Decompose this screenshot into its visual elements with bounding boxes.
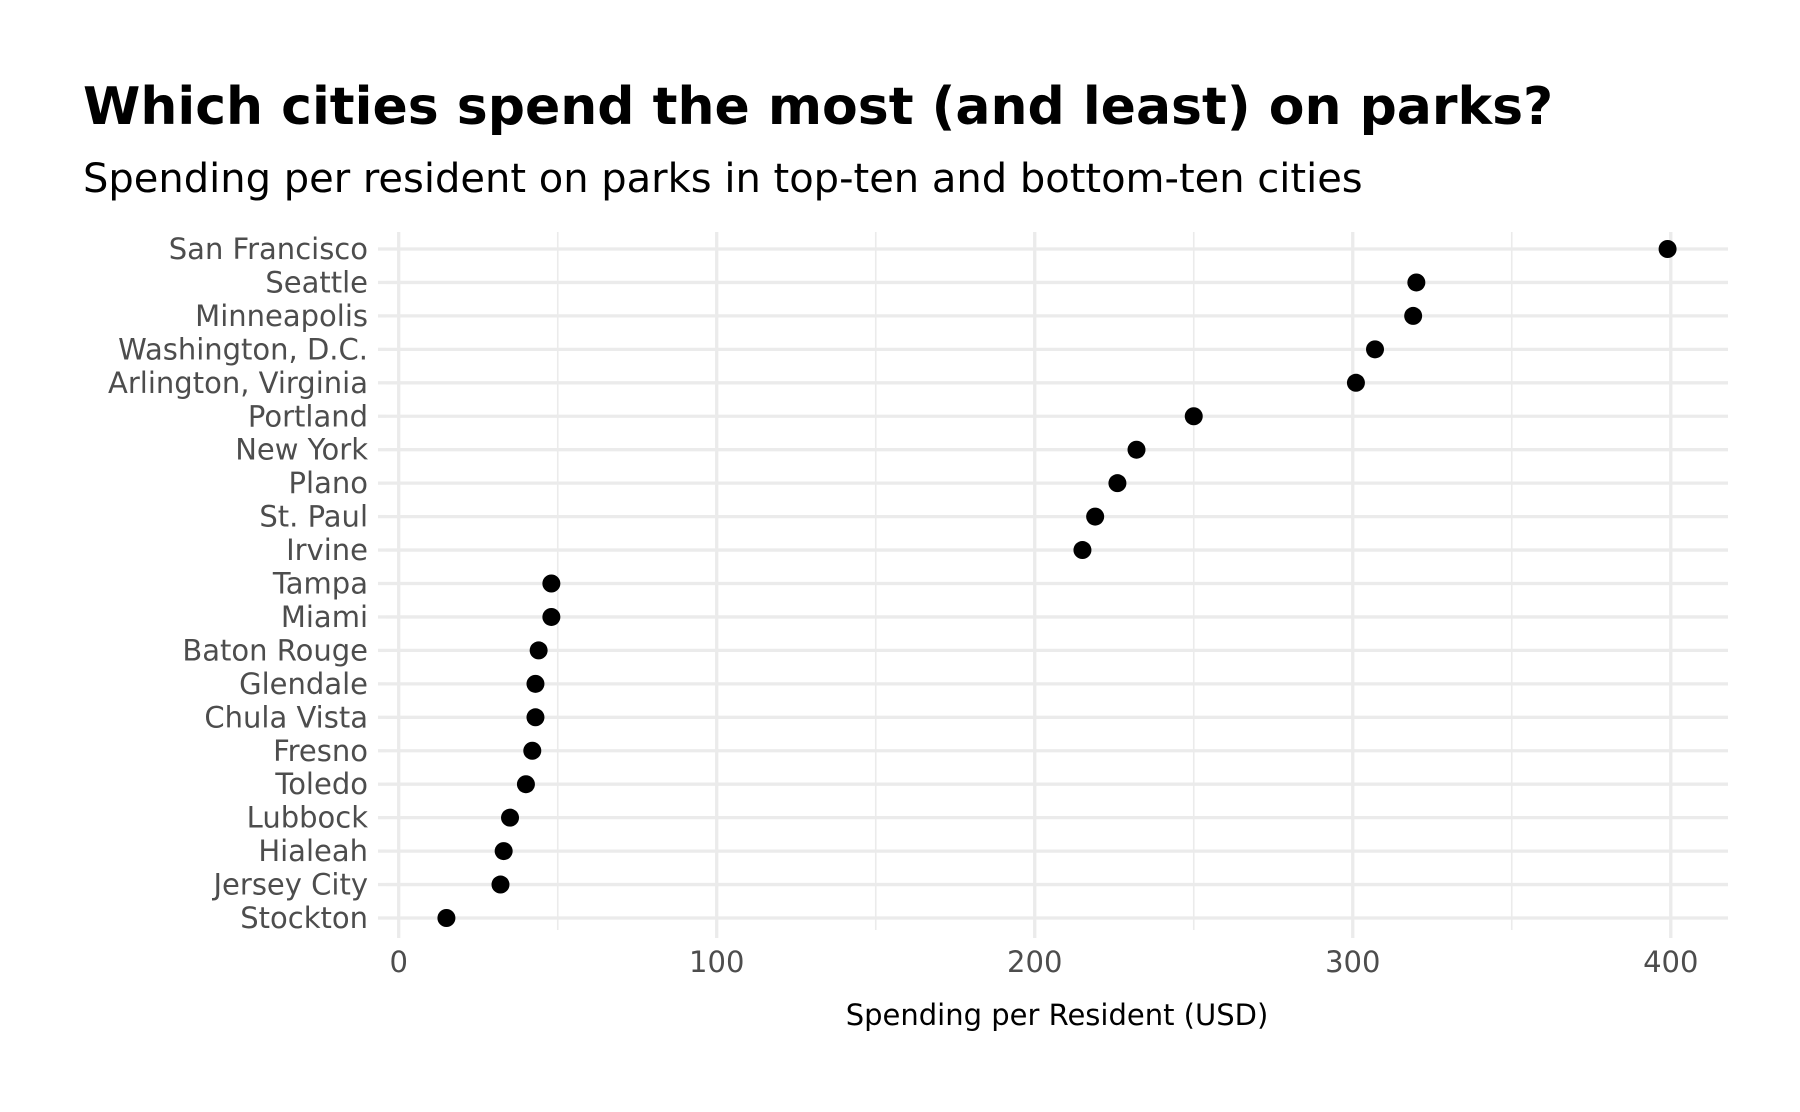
data-point	[526, 708, 545, 727]
y-category-label: Chula Vista	[204, 700, 368, 734]
y-category-label: Plano	[289, 466, 368, 500]
data-point	[1108, 474, 1127, 493]
data-point	[542, 574, 561, 593]
y-axis-category-labels: San FranciscoSeattleMinneapolisWashingto…	[108, 232, 368, 935]
y-category-label: Fresno	[273, 734, 368, 768]
y-category-label: Minneapolis	[195, 299, 368, 333]
y-category-label: Portland	[248, 399, 368, 433]
y-category-label: Toledo	[274, 767, 368, 801]
x-tick-label: 0	[389, 945, 407, 979]
y-category-label: Seattle	[265, 265, 368, 299]
chart-title: Which cities spend the most (and least) …	[83, 77, 1553, 137]
data-point	[1658, 240, 1677, 258]
data-point	[542, 607, 561, 626]
data-points	[437, 240, 1677, 927]
y-category-label: Tampa	[272, 567, 368, 601]
x-tick-label: 100	[689, 945, 744, 979]
y-category-label: Baton Rouge	[182, 633, 368, 667]
gridlines	[386, 232, 1728, 930]
y-category-label: Stockton	[240, 901, 368, 935]
x-axis-tick-labels: 0 100 200 300 400	[389, 945, 1698, 979]
data-point	[1407, 273, 1426, 292]
data-point	[491, 875, 510, 894]
data-point	[437, 909, 456, 927]
y-category-label: Jersey City	[212, 868, 369, 902]
data-point	[494, 842, 513, 861]
data-point	[1086, 507, 1105, 526]
data-point	[1073, 541, 1092, 560]
y-category-label: Arlington, Virginia	[108, 366, 368, 400]
data-point	[1346, 373, 1365, 392]
x-tick-label: 400	[1643, 945, 1698, 979]
data-point	[529, 641, 548, 660]
y-category-label: Washington, D.C.	[118, 332, 368, 366]
y-category-label: Hialeah	[258, 834, 368, 868]
y-category-label: Miami	[281, 600, 368, 634]
y-category-label: Irvine	[286, 533, 368, 567]
x-tick-label: 200	[1007, 945, 1062, 979]
data-point	[1127, 440, 1146, 459]
chart-subtitle: Spending per resident on parks in top-te…	[83, 156, 1363, 202]
data-point	[1184, 407, 1203, 426]
x-tick-label: 300	[1325, 945, 1380, 979]
y-category-label: St. Paul	[259, 500, 368, 534]
y-category-label: New York	[235, 433, 368, 467]
data-point	[526, 674, 545, 693]
y-category-label: Glendale	[239, 667, 368, 701]
data-point	[523, 741, 542, 760]
y-category-label: San Francisco	[169, 232, 368, 266]
data-point	[1366, 340, 1385, 359]
data-point	[1404, 306, 1423, 325]
x-axis-title: Spending per Resident (USD)	[846, 998, 1269, 1032]
y-category-label: Lubbock	[247, 801, 369, 835]
data-point	[516, 775, 535, 794]
data-point	[501, 808, 520, 827]
axis-ticks	[378, 247, 1673, 938]
